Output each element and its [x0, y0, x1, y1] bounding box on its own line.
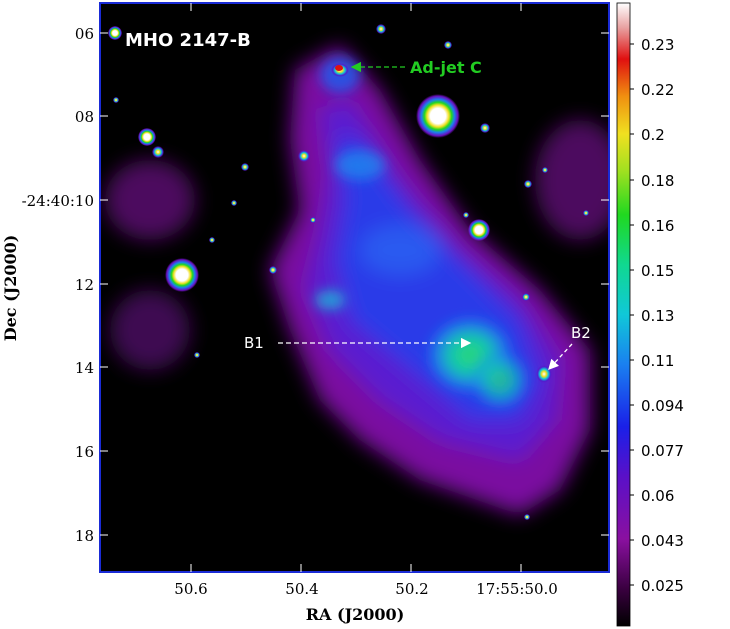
image-frame — [99, 2, 610, 573]
y-tick-label: 08 — [75, 108, 94, 126]
colorbar-gradient — [616, 2, 631, 627]
colorbar: 0.23 0.22 0.2 0.18 0.16 0.15 0.13 0.11 0… — [616, 2, 684, 627]
colorbar-label: 0.025 — [641, 577, 684, 595]
colorbar-label: 0.15 — [641, 262, 674, 280]
image-panel: MHO 2147-B Ad-jet C B1 B2 — [100, 3, 609, 572]
jet-knot — [331, 63, 349, 77]
jet-label: Ad-jet C — [410, 58, 482, 77]
colorbar-label: 0.2 — [641, 126, 665, 144]
y-tick-label: 12 — [75, 276, 94, 294]
x-tick-label: 50.2 — [395, 580, 428, 598]
stars — [108, 24, 589, 520]
b2-label: B2 — [571, 324, 591, 342]
image-title: MHO 2147-B — [125, 30, 251, 51]
x-axis-title: RA (J2000) — [306, 605, 405, 624]
colorbar-label: 0.18 — [641, 172, 674, 190]
colorbar-label: 0.22 — [641, 81, 674, 99]
colorbar-ticks — [630, 43, 634, 586]
x-tick-labels: 50.6 50.4 50.2 17:55:50.0 — [174, 580, 558, 598]
colorbar-label: 0.077 — [641, 442, 684, 460]
x-tick-label: 17:55:50.0 — [476, 580, 558, 598]
y-tick-label: -24:40:10 — [22, 192, 94, 210]
nebula-core — [315, 57, 530, 410]
colorbar-labels: 0.23 0.22 0.2 0.18 0.16 0.15 0.13 0.11 0… — [641, 36, 684, 595]
tick-marks — [100, 3, 609, 572]
colorbar-label: 0.11 — [641, 352, 674, 370]
y-tick-label: 18 — [75, 527, 94, 545]
colorbar-label: 0.16 — [641, 217, 674, 235]
colorbar-label: 0.094 — [641, 397, 684, 415]
y-axis-title: Dec (J2000) — [1, 235, 20, 342]
y-tick-label: 16 — [75, 443, 94, 461]
b2-knot — [536, 365, 552, 383]
colorbar-label: 0.043 — [641, 532, 684, 550]
y-tick-labels: 06 08 -24:40:10 12 14 16 18 — [22, 25, 94, 545]
colorbar-label: 0.13 — [641, 307, 674, 325]
colorbar-label: 0.06 — [641, 487, 674, 505]
b2-arrow — [548, 343, 573, 370]
x-tick-label: 50.4 — [285, 580, 318, 598]
nebula-faint — [105, 120, 609, 370]
x-tick-label: 50.6 — [174, 580, 207, 598]
b1-label: B1 — [244, 334, 264, 352]
y-tick-label: 06 — [75, 25, 94, 43]
colorbar-label: 0.23 — [641, 36, 674, 54]
y-tick-label: 14 — [75, 359, 94, 377]
